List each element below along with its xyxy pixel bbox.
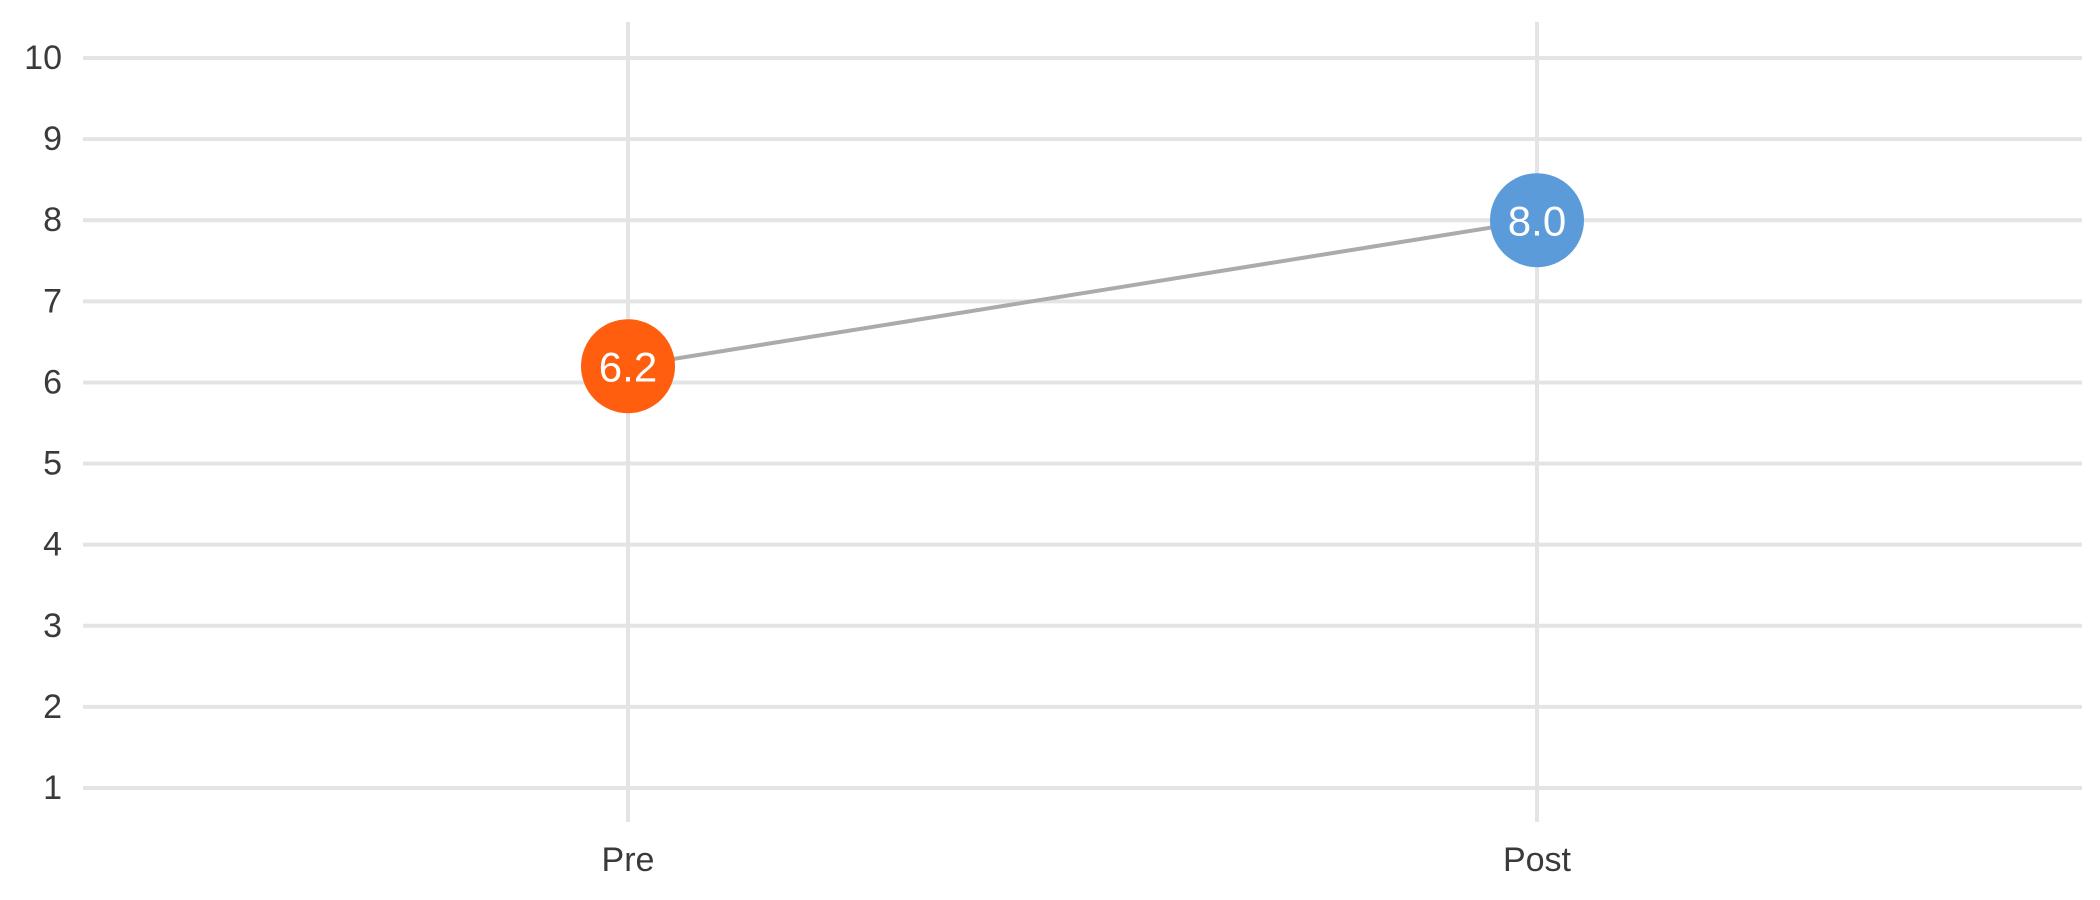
slope-connector-line [627,218,1538,369]
axis-tick-labels: 1 2 3 4 5 6 7 8 9 10 Pre Post [24,39,1571,879]
data-point-pre [581,319,675,414]
y-tick-label: 1 [43,769,62,807]
y-tick-label: 5 [43,445,62,483]
y-tick-label: 2 [43,688,62,726]
y-tick-label: 8 [43,201,62,239]
gridlines [83,22,2082,822]
data-points: 6.2 8.0 [581,173,1584,414]
y-tick-label: 6 [43,363,62,401]
x-tick-label: Pre [602,841,655,879]
data-label: 6.2 [599,344,657,391]
data-label: 8.0 [1508,198,1566,245]
connector-lines [627,218,1538,369]
y-tick-label: 3 [43,607,62,645]
x-tick-label: Post [1503,841,1572,879]
data-point-post [1490,173,1584,268]
y-tick-label: 7 [43,282,62,320]
y-tick-label: 4 [43,526,62,564]
y-tick-label: 9 [43,120,62,158]
y-tick-label: 10 [24,39,62,77]
